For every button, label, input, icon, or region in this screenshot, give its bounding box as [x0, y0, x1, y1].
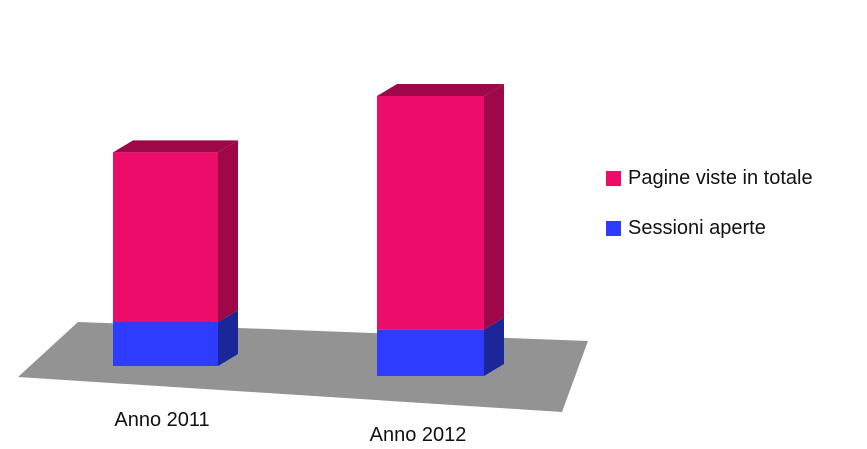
- category-label-2011: Anno 2011: [114, 409, 210, 431]
- category-label-2012: Anno 2012: [369, 424, 467, 446]
- bar-sessioni-2-front: [377, 329, 484, 376]
- legend-item-pagine: Pagine viste in totale: [606, 163, 813, 193]
- legend: Pagine viste in totale Sessioni aperte: [606, 163, 813, 263]
- bar-pagine-2-side: [484, 84, 504, 330]
- bar-top-2: [377, 84, 504, 96]
- bar-sessioni-1-front: [113, 322, 218, 366]
- bar-pagine-1-front: [113, 152, 218, 322]
- legend-swatch-pagine: [606, 170, 621, 186]
- bar-pagine-1-side: [218, 140, 238, 322]
- legend-label-pagine: Pagine viste in totale: [628, 166, 813, 189]
- bar-sessioni-1-side: [218, 310, 238, 366]
- bars-group: [113, 84, 504, 376]
- legend-item-sessioni: Sessioni aperte: [606, 213, 813, 243]
- legend-swatch-sessioni: [606, 220, 621, 236]
- bar-pagine-2-front: [377, 96, 484, 330]
- legend-label-sessioni: Sessioni aperte: [628, 216, 766, 239]
- bar-sessioni-2-side: [484, 317, 504, 376]
- bar-top-1: [113, 140, 238, 153]
